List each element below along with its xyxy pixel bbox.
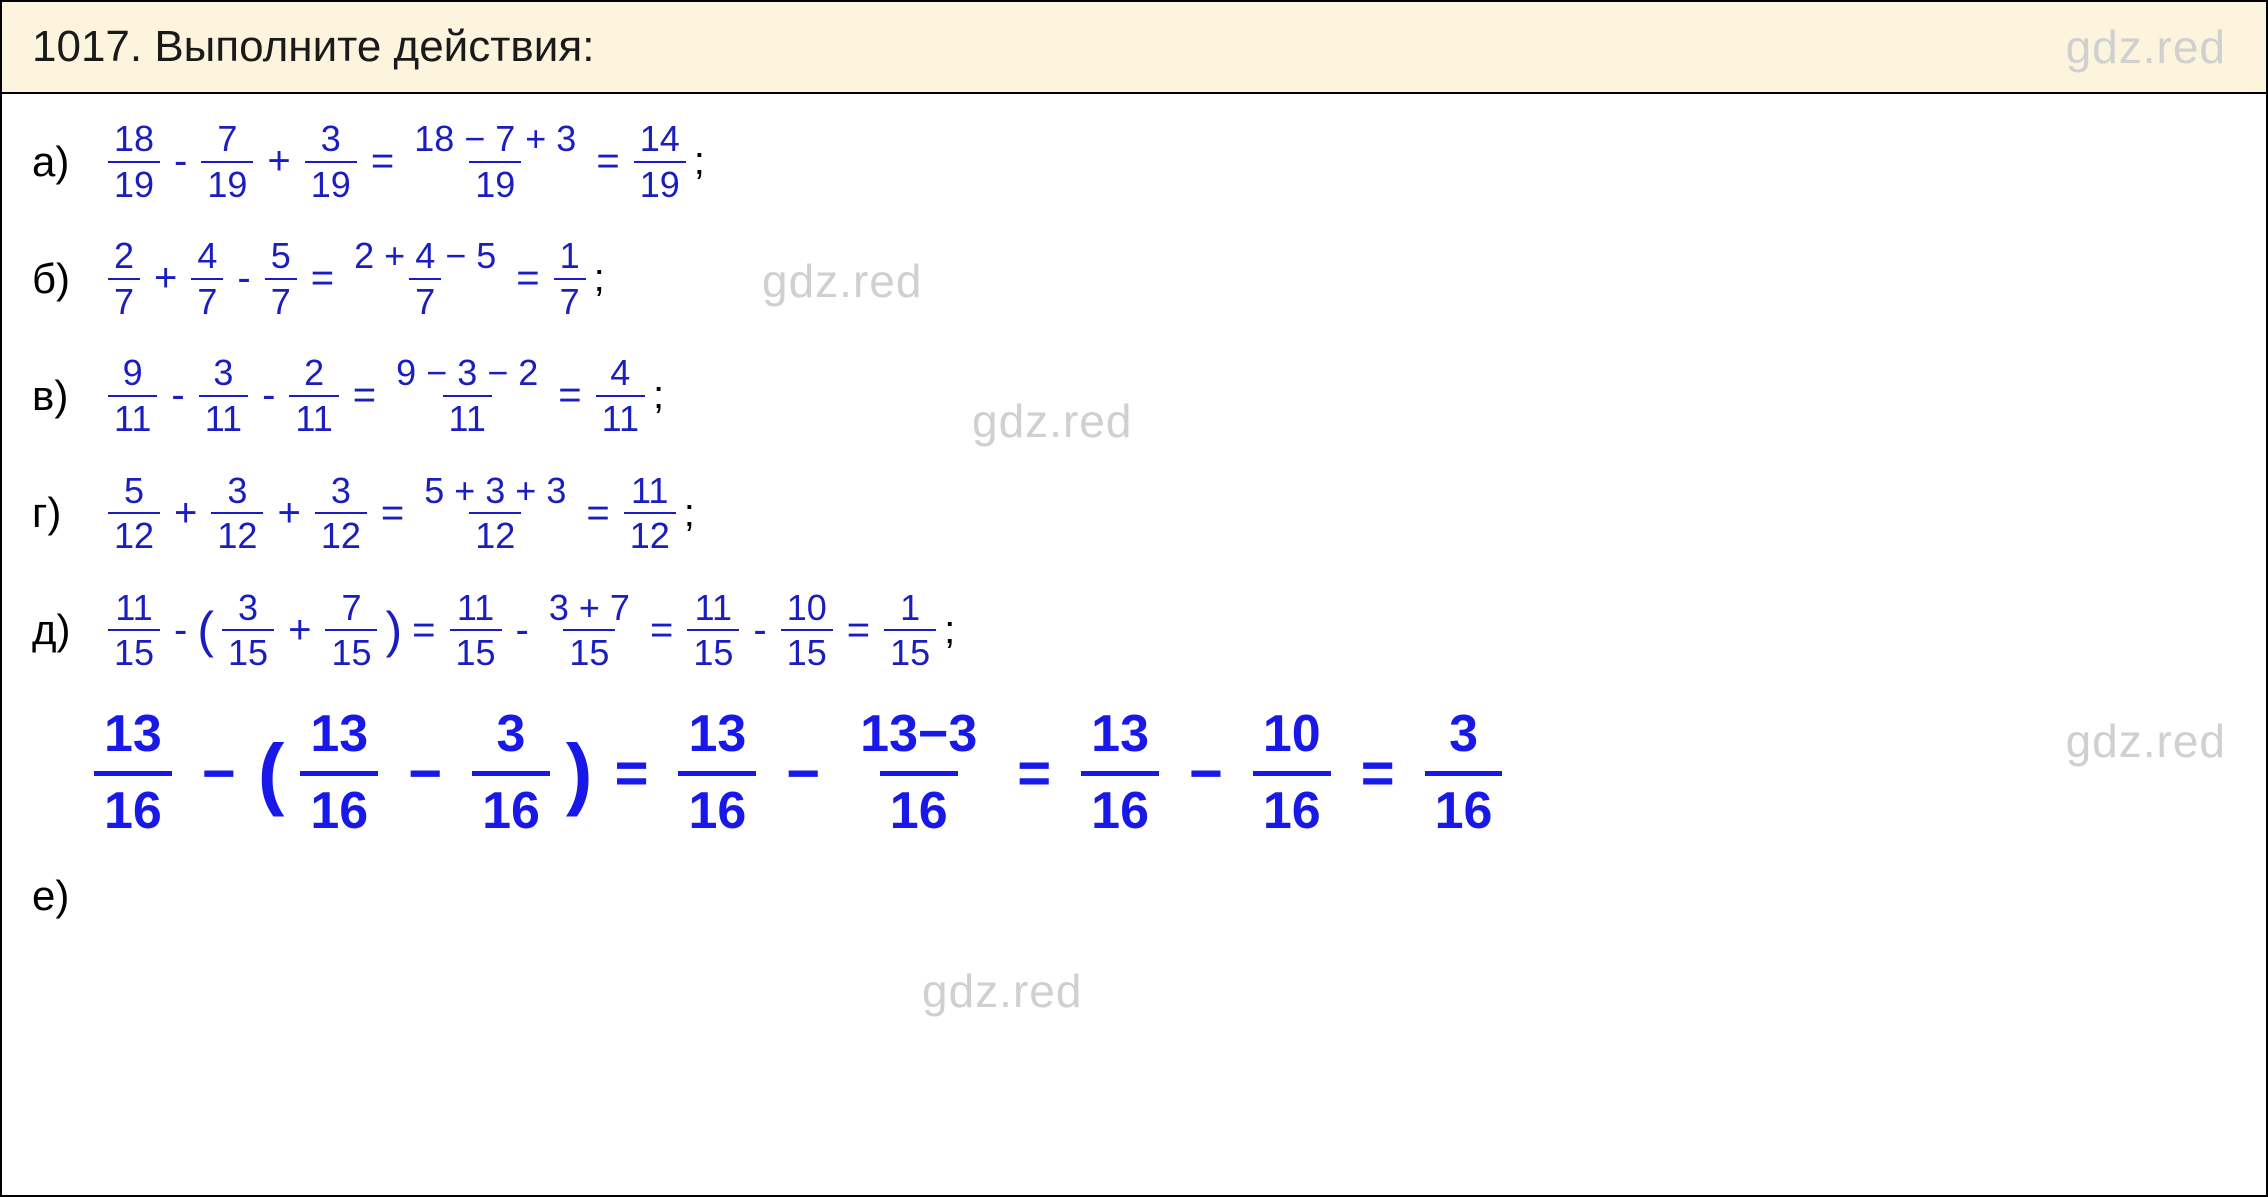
equals: = (596, 139, 619, 184)
solution-row-g: г) 512 + 312 + 312 = 5 + 3 + 312 = 1112 … (32, 471, 2236, 556)
equals: = (1017, 740, 1051, 807)
fraction: 1115 (108, 588, 160, 673)
fraction: 2 + 4 − 57 (348, 236, 502, 321)
equals: = (586, 491, 609, 536)
operator: - (174, 139, 187, 184)
fraction: 18 − 7 + 319 (408, 119, 582, 204)
fraction: 715 (325, 588, 377, 673)
fraction: 311 (199, 353, 248, 438)
semicolon: ; (944, 608, 955, 653)
operator: + (267, 139, 290, 184)
fraction: 17 (554, 236, 586, 321)
fraction: 1316 (94, 705, 172, 842)
right-paren: ) (566, 727, 593, 819)
fraction: 1115 (450, 588, 502, 673)
solution-body: gdz.red gdz.red gdz.red gdz.red а) 1819 … (2, 94, 2266, 977)
row-label: д) (32, 606, 87, 654)
equals: = (412, 608, 435, 653)
problem-header: 1017. Выполните действия: gdz.red (2, 2, 2266, 94)
equals: = (311, 256, 334, 301)
operator: + (154, 256, 177, 301)
solution-row-d: д) 1115 - ( 315 + 715 ) = 1115 - 3 + 715… (32, 588, 2236, 673)
semicolon: ; (594, 256, 605, 301)
equals: = (371, 139, 394, 184)
fraction: 1316 (300, 705, 378, 842)
operator: − (408, 740, 442, 807)
fraction: 9 − 3 − 211 (390, 353, 544, 438)
fraction: 47 (191, 236, 223, 321)
equals: = (847, 608, 870, 653)
fraction: 312 (211, 471, 263, 556)
equals: = (650, 608, 673, 653)
equals: = (1361, 740, 1395, 807)
fraction: 316 (472, 705, 550, 842)
operator: - (174, 608, 187, 653)
fraction: 719 (201, 119, 253, 204)
fraction: 5 + 3 + 312 (418, 471, 572, 556)
watermark-text: gdz.red (2066, 20, 2226, 74)
semicolon: ; (653, 373, 664, 418)
operator: − (786, 740, 820, 807)
operator: - (753, 608, 766, 653)
fraction: 319 (305, 119, 357, 204)
operator: - (262, 373, 275, 418)
semicolon: ; (684, 491, 695, 536)
fraction: 57 (265, 236, 297, 321)
main-container: 1017. Выполните действия: gdz.red gdz.re… (0, 0, 2268, 1197)
equals: = (558, 373, 581, 418)
operator: - (171, 373, 184, 418)
operator: − (1189, 740, 1223, 807)
operator: + (288, 608, 311, 653)
row-label: г) (32, 489, 87, 537)
solution-row-e: е) (32, 872, 2236, 920)
operator: + (174, 491, 197, 536)
row-label: б) (32, 255, 87, 303)
row-label: в) (32, 372, 87, 420)
fraction: 512 (108, 471, 160, 556)
operator: − (202, 740, 236, 807)
math-expression: 1819 - 719 + 319 = 18 − 7 + 319 = 1419 ; (102, 119, 711, 204)
equals: = (516, 256, 539, 301)
fraction: 1112 (624, 471, 676, 556)
fraction: 211 (289, 353, 338, 438)
fraction: 1115 (687, 588, 739, 673)
operator: + (277, 491, 300, 536)
left-paren: ( (258, 727, 285, 819)
right-paren: ) (385, 601, 402, 659)
row-label: е) (32, 872, 87, 920)
math-expression: 27 + 47 - 57 = 2 + 4 − 57 = 17 ; (102, 236, 611, 321)
fraction: 13−316 (850, 705, 987, 842)
fraction: 1316 (1081, 705, 1159, 842)
fraction: 1016 (1253, 705, 1331, 842)
row-label: а) (32, 138, 87, 186)
semicolon: ; (694, 139, 705, 184)
math-expression: 1115 - ( 315 + 715 ) = 1115 - 3 + 715 = … (102, 588, 961, 673)
equals: = (615, 740, 649, 807)
operator: - (237, 256, 250, 301)
solution-row-a: а) 1819 - 719 + 319 = 18 − 7 + 319 = 141… (32, 119, 2236, 204)
fraction: 27 (108, 236, 140, 321)
fraction: 315 (222, 588, 274, 673)
solution-row-b: б) 27 + 47 - 57 = 2 + 4 − 57 = 17 ; (32, 236, 2236, 321)
fraction: 411 (596, 353, 645, 438)
math-expression: 512 + 312 + 312 = 5 + 3 + 312 = 1112 ; (102, 471, 701, 556)
fraction: 911 (108, 353, 157, 438)
solution-row-big: 1316 − ( 1316 − 316 ) = 1316 − 13−316 = … (82, 705, 2236, 842)
fraction: 3 + 715 (543, 588, 636, 673)
fraction: 1015 (781, 588, 833, 673)
equals: = (353, 373, 376, 418)
equals: = (381, 491, 404, 536)
problem-title: 1017. Выполните действия: (32, 22, 594, 71)
fraction: 1316 (678, 705, 756, 842)
solution-row-v: в) 911 - 311 - 211 = 9 − 3 − 211 = 411 ; (32, 353, 2236, 438)
fraction: 1819 (108, 119, 160, 204)
fraction: 1419 (634, 119, 686, 204)
fraction: 115 (884, 588, 936, 673)
operator: - (516, 608, 529, 653)
left-paren: ( (197, 601, 214, 659)
fraction: 312 (315, 471, 367, 556)
fraction: 316 (1425, 705, 1503, 842)
math-expression: 911 - 311 - 211 = 9 − 3 − 211 = 411 ; (102, 353, 670, 438)
watermark-text: gdz.red (922, 964, 1082, 1018)
